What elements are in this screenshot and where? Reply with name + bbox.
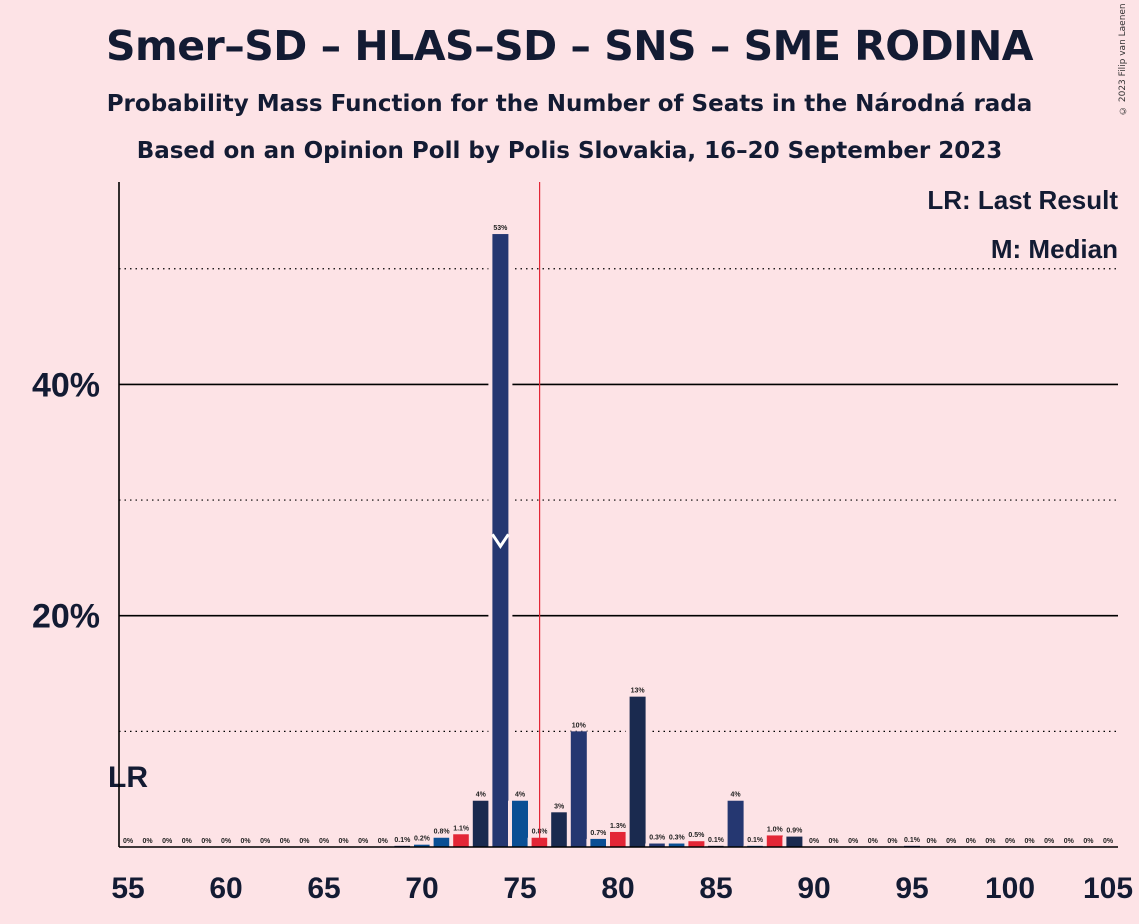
bar-label-seat-58: 0%	[182, 838, 193, 845]
bar-label-seat-65: 0%	[319, 838, 330, 845]
bar-label-seat-72: 1.1%	[453, 825, 470, 832]
bar-label-seat-96: 0%	[927, 838, 938, 845]
median-marker	[491, 533, 510, 550]
bar-label-seat-103: 0%	[1064, 838, 1075, 845]
bar-seat-72	[453, 834, 470, 847]
bar-label-seat-86: 4%	[731, 792, 742, 799]
bar-label-seat-71: 0.8%	[434, 829, 451, 836]
bar-label-seat-97: 0%	[946, 838, 957, 845]
chart-subtitle: Probability Mass Function for the Number…	[106, 91, 1033, 117]
x-tick-label: 60	[209, 872, 242, 905]
legend-last-result: LR: Last Result	[927, 185, 1118, 215]
x-tick-label: 55	[111, 872, 144, 905]
x-tick-label: 75	[503, 872, 536, 905]
x-tick-label: 85	[699, 872, 732, 905]
axes: 55 60 65 70 75 80 85 90 95 100 105 20% 40%	[32, 182, 1133, 905]
bar-label-seat-83: 0.3%	[669, 835, 686, 842]
bar-seat-79	[590, 838, 607, 847]
bar-seat-75	[512, 800, 528, 847]
x-tick-label: 80	[601, 872, 634, 905]
chart-source: Based on an Opinion Poll by Polis Slovak…	[136, 138, 1003, 164]
bar-label-seat-84: 0.5%	[688, 832, 705, 839]
bar-seat-89	[786, 836, 803, 847]
x-tick-label: 70	[405, 872, 438, 905]
x-tick-label: 65	[307, 872, 340, 905]
bar-label-seat-80: 1.3%	[610, 823, 627, 830]
last-result-marker: LR	[108, 761, 148, 794]
bar-label-seat-59: 0%	[201, 838, 212, 845]
bar-label-seat-81: 13%	[631, 688, 646, 695]
bar-label-seat-74: 53%	[493, 225, 508, 232]
bar-label-seat-100: 0%	[1005, 838, 1016, 845]
bar-label-seat-87: 0.1%	[747, 837, 764, 844]
bar-label-seat-61: 0%	[241, 838, 252, 845]
bar-seat-82	[649, 843, 666, 847]
bar-seat-83	[668, 843, 685, 847]
bar-label-seat-56: 0%	[143, 838, 154, 845]
bar-seat-84	[688, 841, 705, 847]
bar-label-seat-64: 0%	[299, 838, 310, 845]
bar-label-seat-63: 0%	[280, 838, 291, 845]
bar-label-seat-99: 0%	[985, 838, 996, 845]
bar-label-seat-92: 0%	[848, 838, 859, 845]
bar-label-seat-90: 0%	[809, 838, 820, 845]
bar-seat-80	[610, 831, 626, 847]
bar-seat-74	[492, 234, 509, 847]
x-tick-label: 100	[985, 872, 1035, 905]
bar-label-seat-67: 0%	[358, 838, 369, 845]
legend-median: M: Median	[991, 234, 1118, 264]
chart-title: Smer–SD – HLAS–SD – SNS – SME RODINA	[106, 22, 1033, 70]
bar-label-seat-73: 4%	[476, 792, 487, 799]
bar-label-seat-101: 0%	[1025, 838, 1036, 845]
x-tick-label: 95	[895, 872, 928, 905]
bar-seat-73	[472, 800, 489, 847]
bar-label-seat-98: 0%	[966, 838, 977, 845]
bar-label-seat-78: 10%	[572, 722, 587, 729]
bar-label-seat-55: 0%	[123, 838, 134, 845]
bar-seat-86	[727, 800, 744, 847]
bar-label-seat-79: 0.7%	[590, 830, 607, 837]
bar-label-seat-89: 0.9%	[786, 828, 803, 835]
bar-label-seat-104: 0%	[1083, 838, 1094, 845]
bar-label-seat-95: 0.1%	[904, 837, 921, 844]
bar-label-seat-70: 0.2%	[414, 836, 431, 843]
bar-label-seat-62: 0%	[260, 838, 271, 845]
bar-label-seat-102: 0%	[1044, 838, 1055, 845]
bar-label-seat-105: 0%	[1103, 838, 1114, 845]
bar-seat-81	[629, 696, 646, 847]
bar-label-seat-91: 0%	[829, 838, 840, 845]
bar-label-seat-88: 1.0%	[767, 826, 784, 833]
bar-label-seat-82: 0.3%	[649, 835, 666, 842]
bar-seat-71	[433, 837, 450, 847]
chart-overlay: LR	[108, 182, 541, 847]
bar-label-seat-57: 0%	[162, 838, 173, 845]
bar-seat-88	[766, 835, 783, 847]
bar-label-seat-94: 0%	[887, 838, 898, 845]
bar-label-seat-85: 0.1%	[708, 837, 725, 844]
bars: 0% 0% 0% 0% 0% 0% 0% 0% 0% 0% 0% 0% 0% 0% 0.1% 0.2%0.8%…	[123, 225, 1114, 847]
bar-seat-78	[570, 731, 587, 847]
bar-seat-77	[551, 812, 568, 847]
bar-label-seat-60: 0%	[221, 838, 232, 845]
bar-label-seat-93: 0%	[868, 838, 879, 845]
bar-label-seat-69: 0.1%	[394, 837, 411, 844]
bar-seat-70	[414, 844, 430, 847]
bar-label-seat-75: 4%	[515, 792, 526, 799]
x-tick-label: 90	[797, 872, 830, 905]
bar-label-seat-66: 0%	[339, 838, 350, 845]
bar-label-seat-68: 0%	[378, 838, 389, 845]
y-tick-label: 40%	[32, 366, 100, 404]
y-tick-label: 20%	[32, 598, 100, 636]
bar-label-seat-77: 3%	[554, 803, 565, 810]
grid-lines	[119, 268, 1118, 732]
x-tick-label: 105	[1083, 872, 1133, 905]
